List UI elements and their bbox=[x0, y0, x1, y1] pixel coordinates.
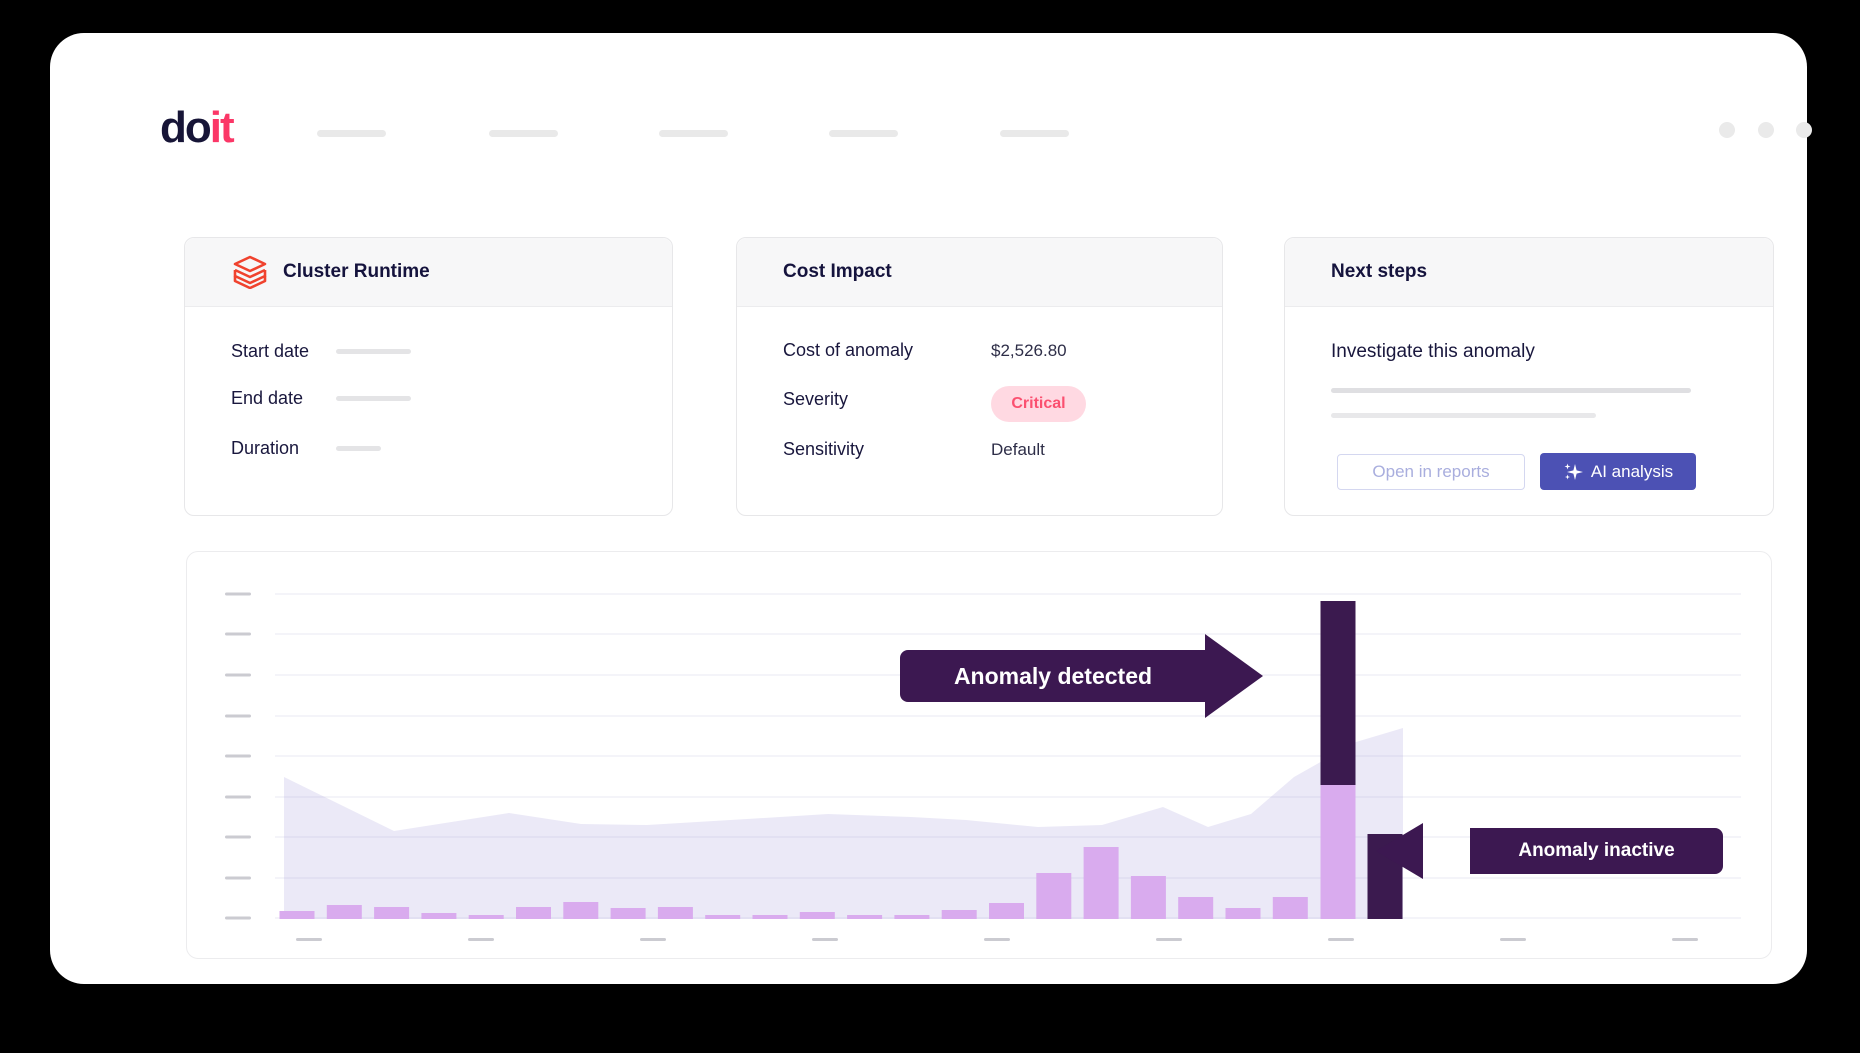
next-steps-card: Next steps Investigate this anomaly Open… bbox=[1284, 237, 1774, 516]
nav-item-placeholder-5[interactable] bbox=[1000, 130, 1069, 137]
cost-of-anomaly-value: $2,526.80 bbox=[991, 341, 1067, 360]
databricks-layers-icon bbox=[233, 255, 267, 289]
anomaly-inactive-arrowhead-icon bbox=[1376, 823, 1423, 879]
severity-critical-badge: Critical bbox=[991, 386, 1086, 422]
card-title: Cluster Runtime bbox=[283, 261, 430, 282]
cost-of-anomaly-label: Cost of anomaly bbox=[783, 340, 914, 360]
text-placeholder-line-1 bbox=[1331, 388, 1691, 393]
ai-analysis-button[interactable]: AI analysis bbox=[1540, 453, 1696, 490]
nav-item-placeholder-1[interactable] bbox=[317, 130, 386, 137]
sensitivity-value: Default bbox=[991, 440, 1045, 459]
window-dot-2 bbox=[1758, 122, 1774, 138]
anomaly-detected-arrowhead-icon bbox=[1205, 634, 1263, 718]
severity-label: Severity bbox=[783, 389, 849, 409]
cost-impact-card: Cost Impact Cost of anomaly $2,526.80 Se… bbox=[736, 237, 1223, 516]
investigate-anomaly-text: Investigate this anomaly bbox=[1331, 341, 1535, 362]
next-steps-header: Next steps bbox=[1285, 238, 1773, 307]
card-title: Next steps bbox=[1331, 261, 1428, 282]
doit-logo: doit bbox=[160, 103, 235, 153]
anomaly-detected-label: Anomaly detected bbox=[953, 662, 1153, 689]
end-date-label: End date bbox=[231, 388, 304, 408]
ai-analysis-label: AI analysis bbox=[1590, 461, 1674, 481]
start-date-value-placeholder bbox=[336, 349, 411, 354]
nav-item-placeholder-3[interactable] bbox=[659, 130, 728, 137]
cost-impact-header: Cost Impact bbox=[737, 238, 1222, 307]
sensitivity-label: Sensitivity bbox=[783, 439, 865, 459]
nav-item-placeholder-4[interactable] bbox=[829, 130, 898, 137]
anomaly-inactive-annotation: Anomaly inactive bbox=[1470, 828, 1723, 874]
duration-label: Duration bbox=[231, 438, 300, 458]
anomaly-detected-annotation: Anomaly detected bbox=[900, 650, 1206, 702]
anomaly-inactive-label: Anomaly inactive bbox=[1518, 840, 1675, 861]
duration-value-placeholder bbox=[336, 446, 381, 451]
end-date-value-placeholder bbox=[336, 396, 411, 401]
window-dot-3 bbox=[1796, 122, 1812, 138]
anomaly-chart-svg bbox=[225, 592, 1741, 941]
text-placeholder-line-2 bbox=[1331, 413, 1596, 418]
cluster-runtime-card: Cluster Runtime Start date End date Dura… bbox=[184, 237, 673, 516]
start-date-label: Start date bbox=[231, 341, 310, 361]
anomaly-chart-card bbox=[186, 551, 1772, 959]
nav-item-placeholder-2[interactable] bbox=[489, 130, 558, 137]
app-window: doit Cluster Runtime Sta bbox=[50, 33, 1812, 984]
cluster-runtime-header: Cluster Runtime bbox=[185, 238, 672, 307]
logo-part-it: it bbox=[209, 103, 235, 152]
window-dot-1 bbox=[1719, 122, 1735, 138]
card-title: Cost Impact bbox=[783, 261, 892, 282]
sparkle-icon bbox=[1564, 463, 1583, 480]
logo-part-do: do bbox=[160, 103, 212, 152]
open-in-reports-button[interactable]: Open in reports bbox=[1337, 454, 1525, 490]
